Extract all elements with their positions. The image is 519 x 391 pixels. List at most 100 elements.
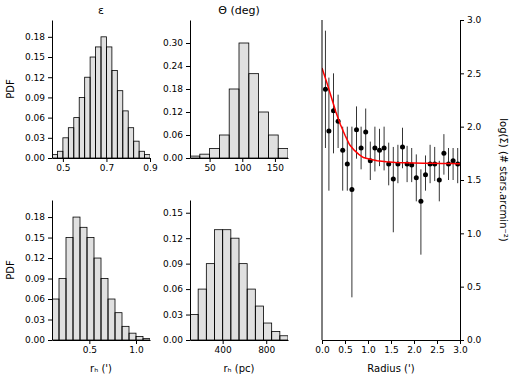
- histogram-bar: [52, 299, 59, 340]
- tick: 3.0: [460, 15, 482, 25]
- point: [391, 176, 396, 181]
- histogram-bar: [190, 156, 200, 158]
- tick-label: 2.0: [407, 345, 422, 355]
- histogram-bar: [66, 238, 73, 340]
- histogram-bar: [134, 141, 139, 158]
- x-axis: 50100150: [191, 158, 289, 173]
- point: [400, 144, 405, 149]
- histogram-bar: [190, 315, 198, 340]
- point: [437, 178, 442, 183]
- tick-label: 1.0: [361, 345, 376, 355]
- x-axis-label: rₕ ('): [90, 363, 112, 374]
- tick: 50: [204, 158, 216, 173]
- histogram-bar: [278, 148, 288, 158]
- point: [345, 162, 350, 167]
- tick-label: 3.0: [467, 15, 482, 25]
- line: [322, 68, 460, 164]
- y-axis: 0.000.030.060.090.120.150.18: [25, 201, 53, 346]
- histogram-bar: [198, 289, 206, 340]
- tick-label: 800: [258, 345, 275, 355]
- histogram-bar: [231, 238, 239, 340]
- error-bar: [333, 73, 334, 153]
- tick: 1.0: [129, 340, 144, 355]
- histogram-bar: [129, 333, 136, 340]
- tick-mark: [186, 135, 190, 136]
- tick-mark: [48, 97, 52, 98]
- histogram-bar: [239, 43, 249, 158]
- tick: 0.12: [25, 253, 52, 263]
- histogram-bar: [101, 279, 108, 340]
- tick: 800: [258, 340, 275, 355]
- histogram-bar: [128, 128, 133, 158]
- point: [377, 148, 382, 153]
- tick-label: 0.00: [25, 153, 45, 163]
- tick: 0.06: [25, 294, 52, 304]
- tick: 0.09: [25, 274, 52, 284]
- tick-mark: [106, 158, 107, 162]
- tick-label: 0.7: [100, 163, 114, 173]
- tick-label: 1.0: [467, 229, 482, 239]
- tick: 2.0: [407, 340, 422, 355]
- tick-mark: [186, 66, 190, 67]
- x-axis: 0.00.51.01.52.02.53.0: [315, 340, 468, 355]
- tick: 0.18: [163, 84, 190, 94]
- tick-label: 0.12: [163, 107, 183, 117]
- y-axis-label: PDF: [5, 260, 16, 280]
- panel: 0.00.51.01.52.02.53.00.00.51.01.52.02.53…: [315, 15, 509, 374]
- tick-mark: [136, 340, 137, 344]
- point: [340, 148, 345, 153]
- tick-mark: [48, 238, 52, 239]
- histogram-bar: [143, 339, 150, 340]
- tick-label: 0.24: [163, 61, 183, 71]
- tick-mark: [186, 89, 190, 90]
- tick-mark: [89, 340, 90, 344]
- tick-mark: [48, 57, 52, 58]
- tick-label: 1.0: [129, 345, 144, 355]
- plot-area: [52, 217, 150, 340]
- chart-container: 0.50.70.90.000.030.060.090.120.150.18εPD…: [0, 0, 519, 391]
- axis-line: [53, 340, 151, 341]
- tick-mark: [48, 77, 52, 78]
- tick-label: 3.0: [453, 345, 468, 355]
- tick-mark: [460, 233, 464, 234]
- histogram-bar: [122, 326, 129, 340]
- tick: 0.09: [163, 259, 190, 269]
- histogram-bar: [59, 279, 66, 340]
- tick-label: 1.5: [384, 345, 398, 355]
- x-axis: 0.51.0: [53, 340, 151, 355]
- histogram-bar: [272, 332, 280, 340]
- tick-label: 0.30: [163, 38, 183, 48]
- histogram-bar: [101, 37, 106, 158]
- tick-mark: [414, 340, 415, 344]
- histogram-bar: [112, 70, 117, 158]
- tick-mark: [186, 289, 190, 290]
- tick: 0.00: [25, 335, 52, 345]
- axis-line: [190, 21, 191, 159]
- y-axis-label: log(Σ) (# stars.arcmin⁻²): [498, 118, 509, 241]
- tick: 3.0: [453, 340, 468, 355]
- tick-mark: [48, 158, 52, 159]
- tick-label: 2.5: [430, 345, 444, 355]
- panel-title: Θ (deg): [218, 4, 259, 17]
- tick: 1.0: [460, 229, 482, 239]
- histogram-bar: [239, 264, 247, 340]
- histogram-bar: [229, 89, 239, 158]
- tick: 1.0: [361, 340, 376, 355]
- tick-mark: [48, 299, 52, 300]
- axis-line: [191, 340, 289, 341]
- tick: 100: [234, 158, 251, 173]
- tick-label: 0.06: [25, 294, 45, 304]
- y-axis: 0.000.060.120.180.240.30: [163, 21, 191, 164]
- tick-mark: [266, 340, 267, 344]
- point: [372, 146, 377, 151]
- plot-area: [190, 43, 288, 158]
- error-bar: [347, 127, 348, 191]
- error-bar: [356, 106, 357, 158]
- histogram-bar: [219, 135, 229, 158]
- panel: 0.51.00.000.030.060.090.120.150.18rₕ (')…: [5, 201, 151, 375]
- tick-label: 0.18: [163, 84, 183, 94]
- tick-mark: [460, 340, 464, 341]
- tick: 0.5: [338, 340, 352, 355]
- histogram-bar: [223, 230, 231, 340]
- histogram-bar: [108, 299, 115, 340]
